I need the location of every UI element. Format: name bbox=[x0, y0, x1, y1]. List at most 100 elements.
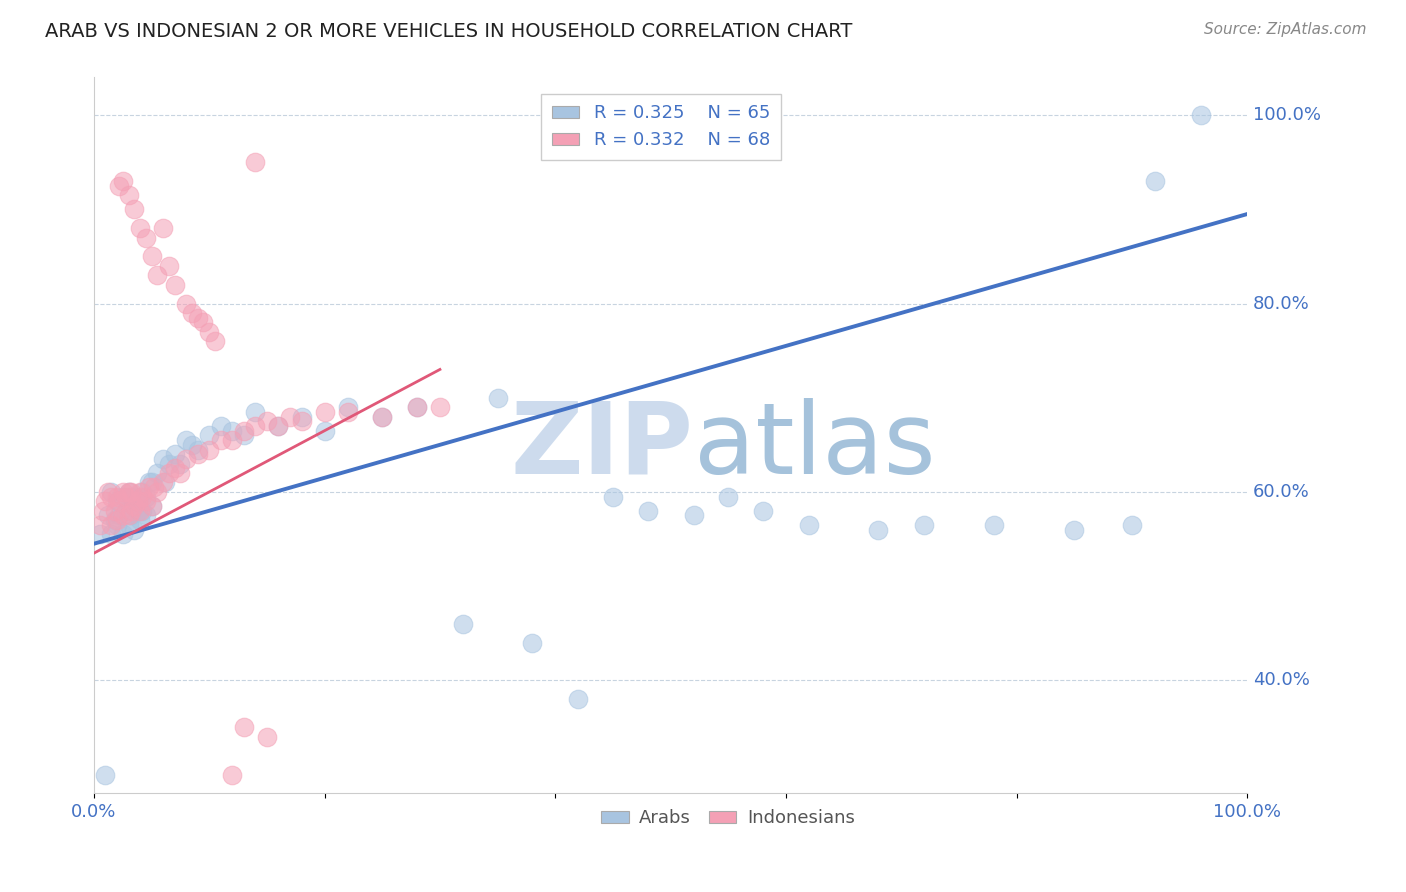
Text: 60.0%: 60.0% bbox=[1253, 483, 1310, 501]
Point bbox=[111, 527, 134, 541]
Point bbox=[290, 414, 312, 428]
Point bbox=[94, 494, 117, 508]
Point bbox=[131, 484, 153, 499]
Point bbox=[209, 433, 232, 447]
Point bbox=[146, 484, 169, 499]
Point bbox=[567, 692, 589, 706]
Point bbox=[1143, 174, 1166, 188]
Point bbox=[89, 527, 111, 541]
Point bbox=[124, 202, 146, 217]
Point bbox=[181, 438, 204, 452]
Point bbox=[111, 490, 134, 504]
Point bbox=[336, 405, 359, 419]
Point bbox=[193, 315, 215, 329]
Text: 80.0%: 80.0% bbox=[1253, 294, 1310, 312]
Point bbox=[157, 457, 180, 471]
Point bbox=[797, 517, 820, 532]
Text: Source: ZipAtlas.com: Source: ZipAtlas.com bbox=[1204, 22, 1367, 37]
Point bbox=[131, 504, 153, 518]
Point bbox=[245, 419, 267, 434]
Point bbox=[108, 494, 131, 508]
Point bbox=[129, 513, 152, 527]
Point bbox=[105, 494, 128, 508]
Point bbox=[198, 325, 221, 339]
Point bbox=[120, 484, 142, 499]
Point bbox=[135, 230, 157, 244]
Point bbox=[486, 391, 509, 405]
Point bbox=[120, 508, 142, 523]
Point bbox=[115, 504, 138, 518]
Point bbox=[124, 499, 146, 513]
Point bbox=[187, 310, 209, 325]
Point bbox=[129, 484, 152, 499]
Point bbox=[94, 767, 117, 781]
Point bbox=[602, 490, 624, 504]
Point bbox=[97, 508, 120, 523]
Point bbox=[146, 268, 169, 283]
Point bbox=[169, 457, 191, 471]
Point bbox=[245, 155, 267, 169]
Point bbox=[135, 508, 157, 523]
Point bbox=[141, 475, 163, 490]
Point bbox=[152, 221, 174, 235]
Point bbox=[187, 447, 209, 461]
Point bbox=[232, 424, 254, 438]
Point bbox=[108, 178, 131, 193]
Point bbox=[163, 447, 186, 461]
Point bbox=[100, 517, 122, 532]
Point bbox=[157, 259, 180, 273]
Point bbox=[141, 249, 163, 263]
Point bbox=[120, 490, 142, 504]
Point bbox=[146, 466, 169, 480]
Legend: Arabs, Indonesians: Arabs, Indonesians bbox=[595, 802, 862, 834]
Point bbox=[405, 400, 427, 414]
Point bbox=[155, 475, 177, 490]
Point bbox=[100, 490, 122, 504]
Point bbox=[138, 480, 160, 494]
Text: 100.0%: 100.0% bbox=[1253, 106, 1322, 124]
Point bbox=[682, 508, 704, 523]
Point bbox=[105, 490, 128, 504]
Point bbox=[232, 428, 254, 442]
Point bbox=[290, 409, 312, 424]
Point bbox=[127, 494, 149, 508]
Point bbox=[181, 306, 204, 320]
Point bbox=[105, 517, 128, 532]
Point bbox=[108, 508, 131, 523]
Point bbox=[117, 508, 139, 523]
Point bbox=[129, 490, 152, 504]
Point bbox=[451, 616, 474, 631]
Point bbox=[152, 452, 174, 467]
Point bbox=[152, 475, 174, 490]
Point bbox=[169, 466, 191, 480]
Point bbox=[522, 635, 544, 649]
Point bbox=[267, 419, 290, 434]
Point bbox=[174, 433, 197, 447]
Point bbox=[142, 480, 165, 494]
Point bbox=[1063, 523, 1085, 537]
Point bbox=[163, 461, 186, 475]
Point bbox=[111, 484, 134, 499]
Point bbox=[912, 517, 935, 532]
Point bbox=[104, 504, 127, 518]
Point bbox=[120, 504, 142, 518]
Point bbox=[100, 484, 122, 499]
Point bbox=[174, 296, 197, 310]
Point bbox=[314, 405, 336, 419]
Point bbox=[117, 484, 139, 499]
Point bbox=[1189, 108, 1212, 122]
Point bbox=[97, 484, 120, 499]
Point bbox=[314, 424, 336, 438]
Point bbox=[117, 188, 139, 202]
Point bbox=[157, 466, 180, 480]
Point bbox=[117, 484, 139, 499]
Point bbox=[371, 409, 394, 424]
Text: ARAB VS INDONESIAN 2 OR MORE VEHICLES IN HOUSEHOLD CORRELATION CHART: ARAB VS INDONESIAN 2 OR MORE VEHICLES IN… bbox=[45, 22, 852, 41]
Point bbox=[204, 334, 226, 349]
Point bbox=[405, 400, 427, 414]
Point bbox=[163, 277, 186, 292]
Point bbox=[138, 475, 160, 490]
Point bbox=[429, 400, 451, 414]
Point bbox=[141, 499, 163, 513]
Point bbox=[336, 400, 359, 414]
